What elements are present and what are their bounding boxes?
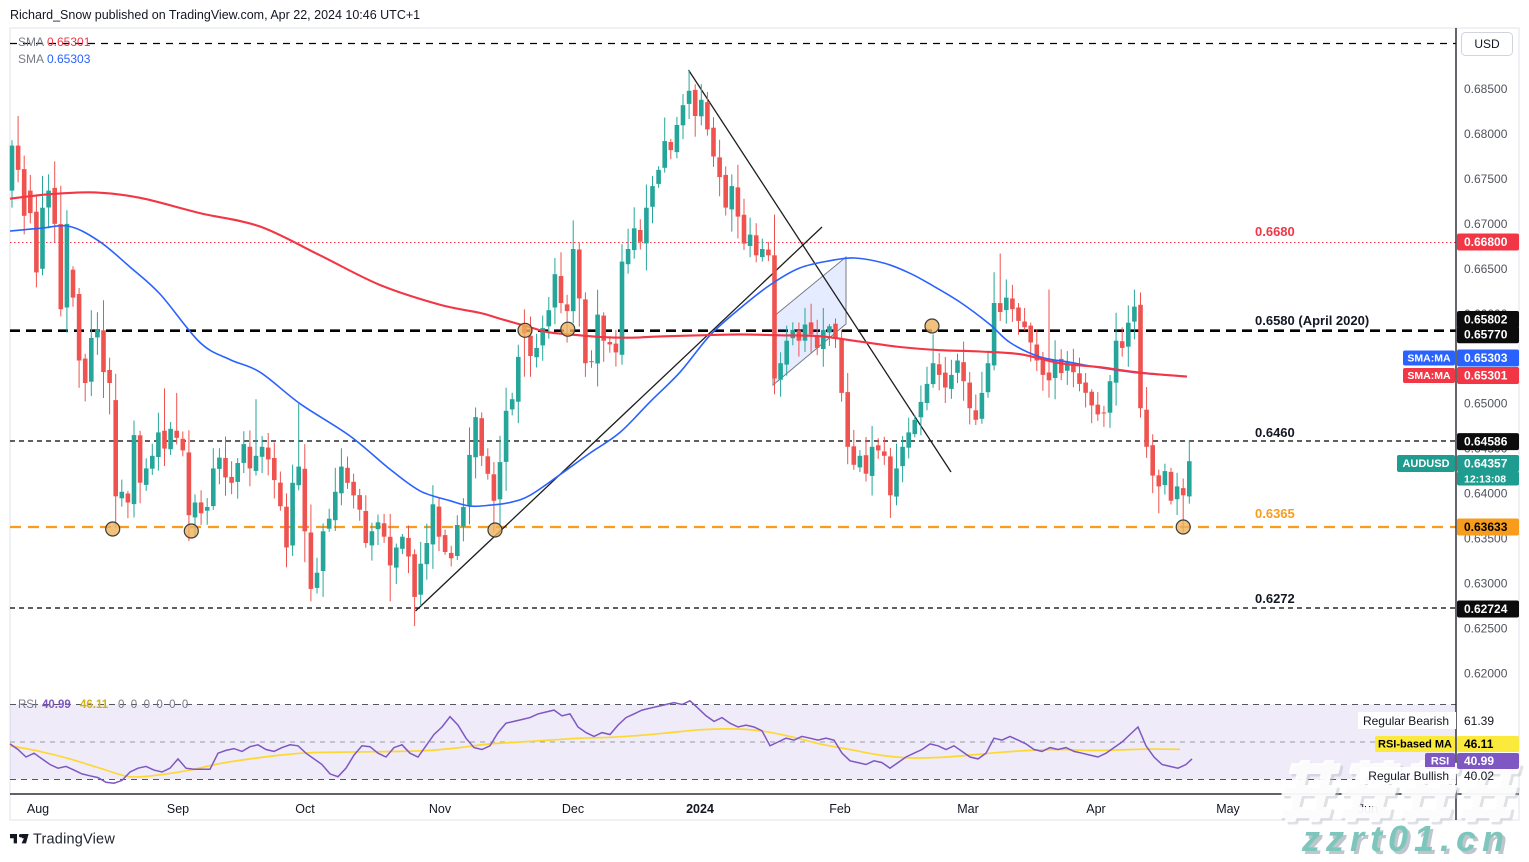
svg-text:0.64357: 0.64357	[1464, 457, 1508, 471]
svg-text:Regular Bearish: Regular Bearish	[1363, 714, 1449, 728]
svg-text:0.63633: 0.63633	[1464, 520, 1508, 534]
svg-text:TradingView: TradingView	[33, 832, 115, 848]
svg-text:Sep: Sep	[167, 802, 189, 816]
svg-text:0.66800: 0.66800	[1464, 235, 1508, 249]
svg-text:SMA: SMA	[18, 52, 44, 66]
svg-text:RSI: RSI	[18, 699, 37, 711]
svg-text:0.6460: 0.6460	[1255, 425, 1295, 440]
svg-text:0.62500: 0.62500	[1464, 621, 1508, 635]
svg-text:0.62000: 0.62000	[1464, 666, 1508, 680]
svg-text:0.67500: 0.67500	[1464, 172, 1508, 186]
svg-text:SMA:MA: SMA:MA	[1407, 353, 1451, 365]
svg-text:0.6680: 0.6680	[1255, 224, 1295, 239]
svg-text:AUDUSD: AUDUSD	[1402, 458, 1449, 470]
svg-text:0.65000: 0.65000	[1464, 397, 1508, 411]
svg-text:40.99: 40.99	[42, 699, 71, 711]
svg-text:61.39: 61.39	[1464, 714, 1494, 728]
svg-text:RSI: RSI	[1431, 756, 1449, 768]
svg-text:RSI-based MA: RSI-based MA	[1378, 739, 1452, 751]
svg-text:0.65802: 0.65802	[1464, 313, 1508, 327]
svg-text:Nov: Nov	[429, 802, 452, 816]
svg-text:0.68000: 0.68000	[1464, 127, 1508, 141]
svg-text:Aug: Aug	[27, 802, 49, 816]
svg-text:Regular Bullish: Regular Bullish	[1368, 769, 1449, 783]
svg-text:0.65301: 0.65301	[47, 35, 91, 49]
svg-text:Richard_Snow published on Trad: Richard_Snow published on TradingView.co…	[10, 8, 420, 22]
svg-text:0.64000: 0.64000	[1464, 487, 1508, 501]
svg-text:0.65303: 0.65303	[47, 52, 91, 66]
svg-text:46.11: 46.11	[80, 699, 109, 711]
svg-text:0.65303: 0.65303	[1464, 351, 1508, 365]
svg-text:0.62724: 0.62724	[1464, 602, 1508, 616]
svg-text:0.64586: 0.64586	[1464, 435, 1508, 449]
svg-text:0.6580 (April 2020): 0.6580 (April 2020)	[1255, 313, 1369, 328]
svg-text:0.66500: 0.66500	[1464, 262, 1508, 276]
svg-text:USD: USD	[1474, 37, 1500, 51]
svg-text:Apr: Apr	[1086, 802, 1105, 816]
svg-text:0.68500: 0.68500	[1464, 82, 1508, 96]
svg-text:0.67000: 0.67000	[1464, 217, 1508, 231]
svg-text:0 0 0 0 0 0: 0 0 0 0 0 0	[118, 699, 188, 711]
svg-text:0.65770: 0.65770	[1464, 328, 1508, 342]
svg-text:Dec: Dec	[562, 802, 584, 816]
svg-text:SMA: SMA	[18, 35, 44, 49]
svg-text:0.6365: 0.6365	[1255, 506, 1295, 521]
svg-text:zzrt01.cn: zzrt01.cn	[1304, 821, 1513, 857]
svg-text:0.6272: 0.6272	[1255, 591, 1295, 606]
svg-text:40.02: 40.02	[1464, 769, 1494, 783]
svg-text:Feb: Feb	[829, 802, 851, 816]
svg-text:Mar: Mar	[957, 802, 979, 816]
svg-text:12:13:08: 12:13:08	[1464, 474, 1506, 486]
svg-text:Oct: Oct	[295, 802, 315, 816]
svg-text:2024: 2024	[686, 802, 714, 816]
svg-text:40.99: 40.99	[1464, 754, 1494, 768]
svg-text:May: May	[1216, 802, 1240, 816]
svg-text:zzrt01.cn: zzrt01.cn	[1301, 818, 1510, 857]
svg-text:0.63000: 0.63000	[1464, 577, 1508, 591]
svg-text:0.65301: 0.65301	[1464, 369, 1508, 383]
svg-text:46.11: 46.11	[1464, 737, 1494, 751]
svg-text:SMA:MA: SMA:MA	[1407, 370, 1451, 382]
